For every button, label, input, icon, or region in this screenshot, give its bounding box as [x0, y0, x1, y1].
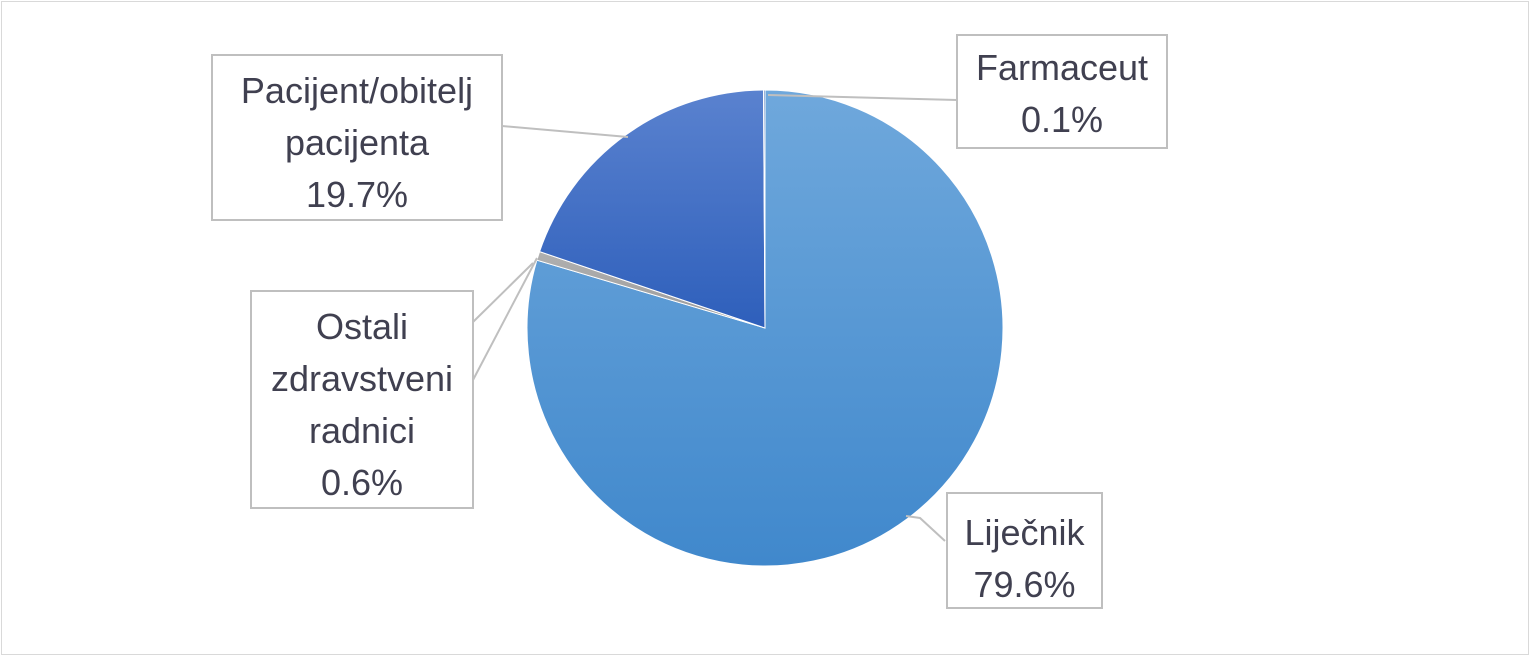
leader-line-pacijent-obitelj: [501, 125, 629, 138]
data-label-box: [946, 492, 1103, 609]
data-label-name: pacijenta: [285, 122, 430, 163]
data-label-box: [211, 54, 503, 221]
data-label-value: 79.6%: [973, 564, 1075, 605]
data-label-name: Pacijent/obitelj: [241, 70, 473, 111]
data-label-box: [956, 34, 1168, 149]
data-label-name: Ostali: [316, 306, 408, 347]
data-label-ljecnik: Liječnik 79.6%: [946, 492, 1103, 609]
pie-slice-pacijent-obitelj: [538, 89, 766, 329]
leader-line-farmaceut: [767, 94, 958, 101]
data-label-name: Liječnik: [964, 512, 1085, 553]
data-label-name: Farmaceut: [976, 47, 1148, 88]
leader-line-ostali-zdravstveni-radnici: [472, 257, 538, 381]
data-label-name: zdravstveni: [271, 358, 453, 399]
data-label-name: radnici: [309, 410, 415, 451]
data-label-ostali-zdravstveni-radnici: Ostali zdravstveni radnici 0.6%: [250, 290, 474, 509]
data-label-pacijent-obitelj: Pacijent/obitelj pacijenta 19.7%: [211, 54, 503, 221]
pie-slice-farmaceut: [762, 89, 766, 329]
leader-line-ljecnik: [905, 515, 946, 542]
data-label-value: 0.6%: [321, 462, 403, 503]
data-label-value: 0.1%: [1021, 99, 1103, 140]
data-label-value: 19.7%: [306, 174, 408, 215]
data-label-box: [250, 290, 474, 509]
leader-line-ostali-secondary: [472, 262, 534, 323]
data-label-farmaceut: Farmaceut 0.1%: [956, 34, 1168, 149]
